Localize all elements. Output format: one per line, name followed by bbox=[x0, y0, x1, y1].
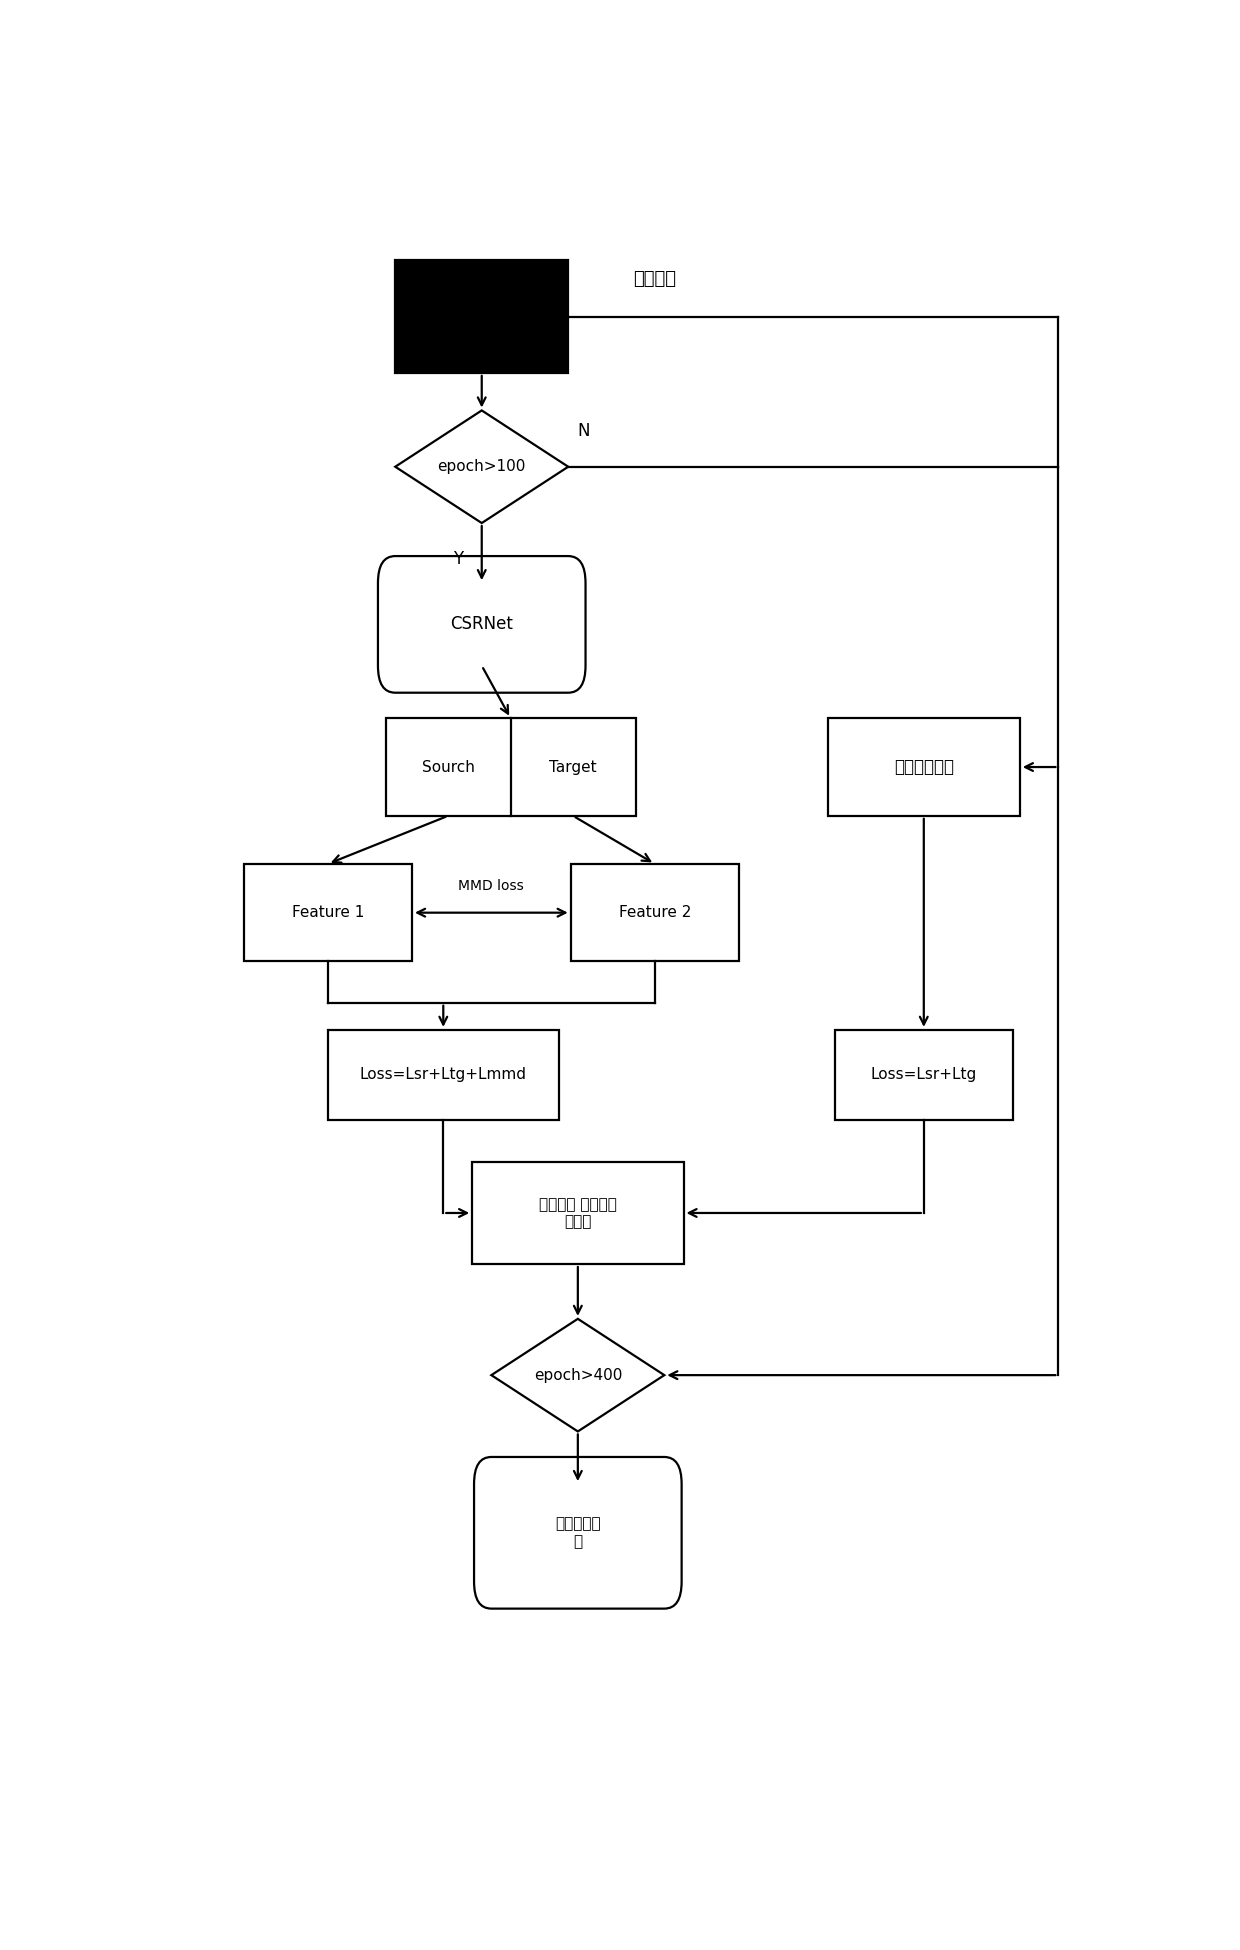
Text: Target: Target bbox=[549, 760, 596, 774]
FancyBboxPatch shape bbox=[244, 864, 412, 961]
Text: Loss=Lsr+Ltg: Loss=Lsr+Ltg bbox=[870, 1067, 977, 1082]
Text: epoch>100: epoch>100 bbox=[438, 460, 526, 474]
Polygon shape bbox=[396, 410, 568, 523]
FancyBboxPatch shape bbox=[386, 718, 635, 815]
Text: N: N bbox=[578, 421, 590, 439]
FancyBboxPatch shape bbox=[474, 1457, 682, 1609]
Text: Feature 2: Feature 2 bbox=[619, 905, 691, 920]
FancyBboxPatch shape bbox=[327, 1030, 558, 1119]
Text: Loss=Lsr+Ltg+Lmmd: Loss=Lsr+Ltg+Lmmd bbox=[360, 1067, 527, 1082]
Text: Sourch: Sourch bbox=[422, 760, 475, 774]
Text: epoch>400: epoch>400 bbox=[533, 1367, 622, 1383]
FancyBboxPatch shape bbox=[835, 1030, 1013, 1119]
FancyBboxPatch shape bbox=[828, 718, 1021, 815]
Text: 输入图像: 输入图像 bbox=[634, 269, 676, 289]
Text: Feature 1: Feature 1 bbox=[291, 905, 365, 920]
FancyBboxPatch shape bbox=[396, 259, 568, 372]
Text: 结束网络训
练: 结束网络训 练 bbox=[556, 1517, 600, 1548]
Polygon shape bbox=[491, 1318, 665, 1431]
FancyBboxPatch shape bbox=[378, 556, 585, 692]
Text: 继续训练 输出人群
密度图: 继续训练 输出人群 密度图 bbox=[539, 1197, 616, 1228]
FancyBboxPatch shape bbox=[472, 1162, 683, 1264]
FancyBboxPatch shape bbox=[570, 864, 739, 961]
Text: CSRNet: CSRNet bbox=[450, 616, 513, 634]
Text: MMD loss: MMD loss bbox=[459, 879, 525, 893]
Text: 不划分域训练: 不划分域训练 bbox=[894, 759, 954, 776]
Text: Y: Y bbox=[453, 550, 463, 567]
